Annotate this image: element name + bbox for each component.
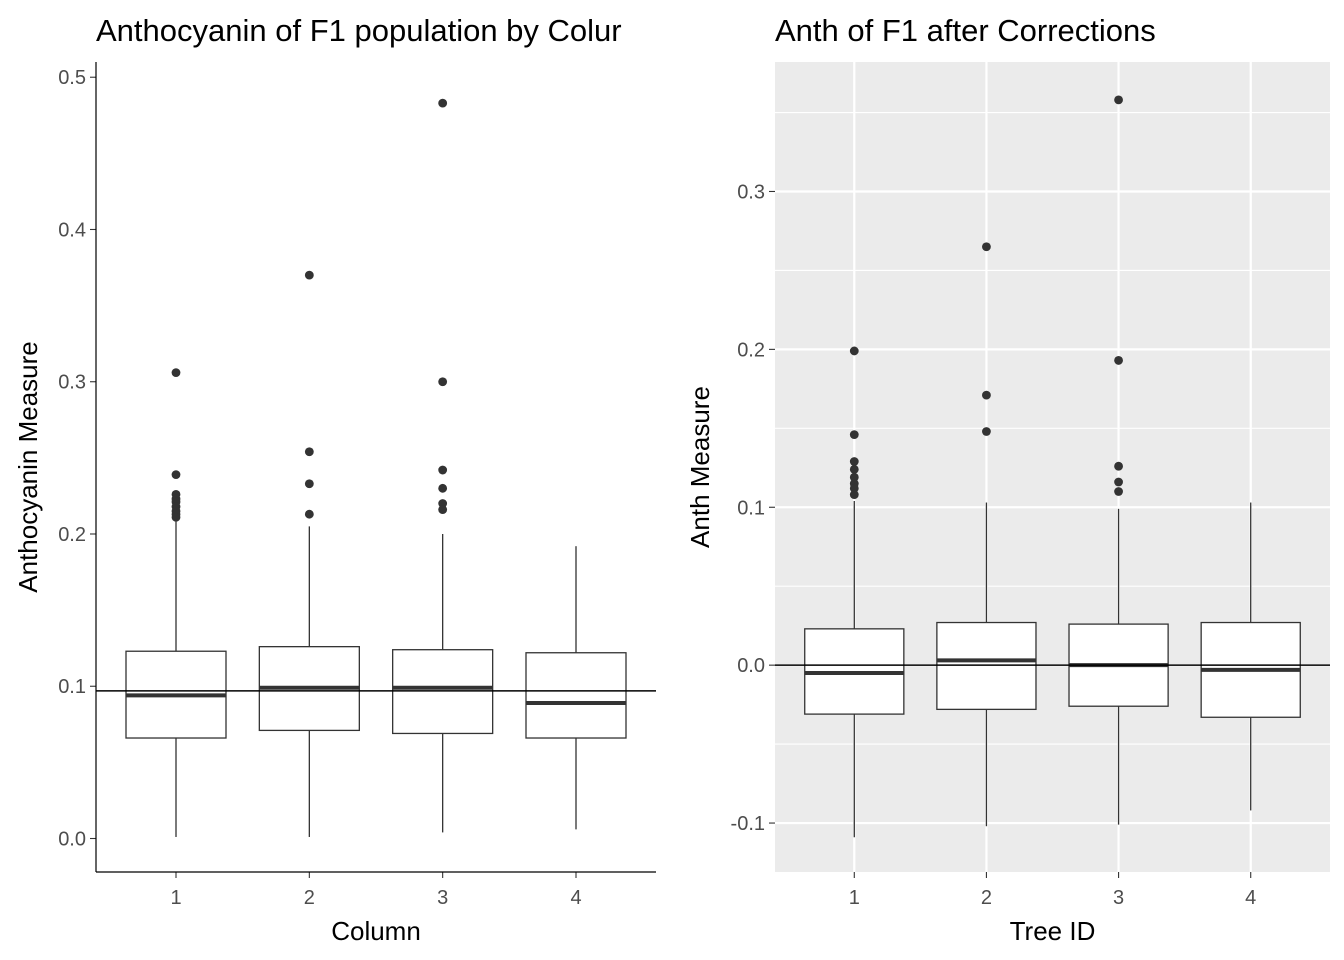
outlier-point [849,430,859,440]
outlier-point [171,368,181,378]
boxplot-4 [1200,502,1301,811]
outlier-point [849,472,859,482]
y-tick-label: 0.2 [58,524,86,546]
outlier-point [304,447,314,457]
chart-panel-2: Anth of F1 after Corrections -0.1 0.0 0.1 0.… [685,13,1330,946]
chart-title: Anth of F1 after Corrections [775,13,1156,48]
y-tick-label: 0.0 [737,655,765,677]
outlier-point [849,464,859,474]
outlier-point [849,490,859,500]
boxplot-2 [258,270,360,837]
x-tick-label: 2 [304,887,315,909]
y-tick-label: 0.1 [58,676,86,698]
outlier-point [982,242,991,252]
x-tick-label: 3 [1113,887,1124,909]
outlier-point [438,499,448,508]
y-tick-label: 0.1 [737,497,765,519]
outlier-point [304,509,314,519]
x-tick-label: 2 [981,887,992,909]
chart-title: Anthocyanin of F1 population by Colur [96,13,622,48]
y-tick-label: 0.5 [58,67,86,89]
x-tick-label: 1 [170,887,181,909]
outlier-point [982,390,991,400]
x-tick-label: 3 [437,887,448,909]
outlier-point [1114,356,1123,365]
boxplot-3 [392,98,494,833]
boxplot-1 [804,346,905,838]
x-axis-title: Column [331,916,421,946]
panel-background [775,62,1330,872]
boxplot-4 [525,546,627,830]
y-tick-label: 0.4 [58,219,86,241]
box-iqr [525,652,627,739]
outlier-point [1114,461,1123,471]
outlier-point [171,470,181,480]
outlier-point [304,479,314,489]
y-tick-label: 0.2 [737,339,765,361]
x-tick-label: 4 [1245,887,1256,909]
y-axis-title: Anthocyanin Measure [13,341,43,592]
outlier-point [849,483,859,493]
outlier-point [438,465,448,475]
outlier-point [438,98,448,108]
y-axis-title: Anth Measure [685,386,715,548]
x-axis-title: Tree ID [1010,916,1096,946]
y-tick-label: 0.0 [58,829,86,851]
y-tick-label: 0.3 [58,372,86,394]
box-iqr [392,649,494,735]
outlier-point [171,512,181,522]
x-tick-label: 1 [849,887,860,909]
box-iqr [936,621,1037,711]
y-tick-label: -0.1 [731,813,765,835]
outlier-point [849,457,859,466]
outlier-point [982,427,991,436]
outlier-point [438,377,448,387]
outlier-point [304,270,314,280]
outlier-point [1114,487,1123,496]
outlier-point [1114,95,1123,105]
outlier-point [849,346,859,356]
x-tick-label: 4 [570,887,581,909]
chart-panel-1: Anthocyanin of F1 population by Colur 0.0… [13,13,656,946]
outlier-point [438,483,448,493]
boxplot-1 [125,368,227,837]
outlier-point [1114,477,1123,487]
boxplot-2 [936,242,1037,827]
y-tick-label: 0.3 [737,181,765,203]
outlier-point [438,505,448,515]
